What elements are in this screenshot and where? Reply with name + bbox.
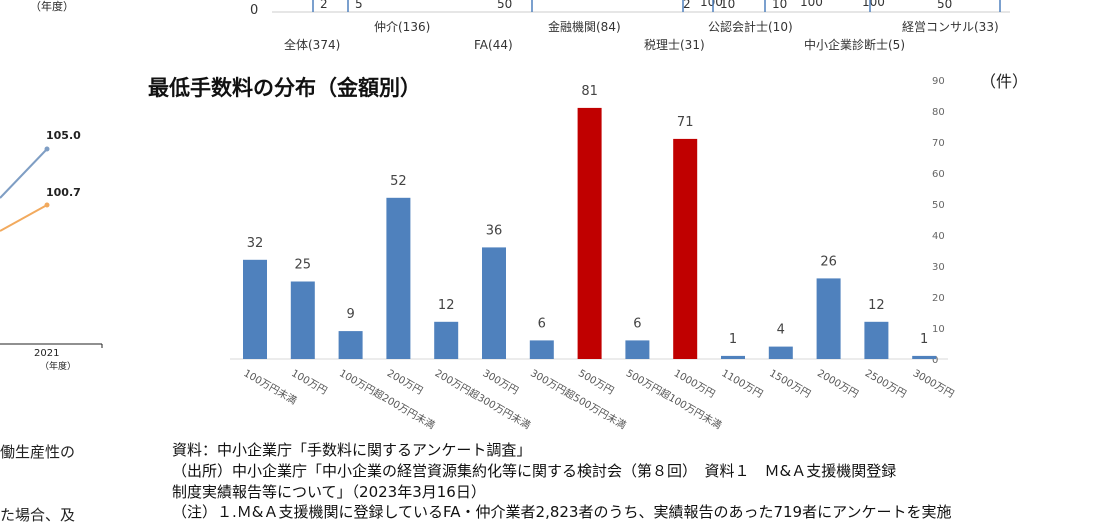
source-line-4: （注）１.Ｍ&Ａ支援機関に登録しているFA・仲介業者2,823者のうち、実績報告…	[172, 503, 952, 521]
bar	[290, 281, 315, 359]
line-label-100: 100.7	[46, 186, 81, 199]
box-value-label: 2	[320, 0, 328, 11]
left-top-unit: （年度）	[30, 0, 74, 13]
box-value-label: 5	[355, 0, 363, 11]
bar-value-label: 52	[390, 174, 407, 189]
source-line-3: 制度実績報告等について」（2023年3月16日）	[172, 483, 486, 501]
bar	[577, 107, 602, 360]
bar	[721, 355, 745, 359]
source-line-2: （出所）中小企業庁「中小企業の経営資源集約化等に関する検討会（第８回） 資料１ …	[172, 462, 897, 480]
bar	[673, 138, 698, 359]
y-tick-label: 0	[932, 355, 938, 366]
bar	[434, 321, 459, 359]
bar-value-label: 12	[868, 298, 885, 313]
box-category-label: 中小企業診断士(5)	[804, 38, 905, 52]
x-tick-label: 300万円	[481, 368, 520, 397]
bar-value-label: 6	[633, 316, 641, 331]
x-tick-label: 3000万円	[911, 368, 956, 400]
y-tick-label: 30	[932, 262, 945, 273]
bar-value-label: 36	[486, 223, 503, 238]
box-category-label: 金融機関(84)	[548, 20, 621, 34]
bar	[338, 331, 363, 359]
left-x-unit: （年度）	[40, 362, 77, 372]
box-value-label: 100	[800, 0, 823, 9]
top-axis-zero: 0	[250, 3, 259, 18]
x-tick-label: 200万円	[385, 368, 424, 397]
bar-value-label: 6	[538, 316, 546, 331]
box-value-label: 100	[700, 0, 723, 9]
y-tick-label: 80	[932, 107, 945, 118]
x-tick-label: 500万円	[576, 368, 615, 397]
box-category-label: 税理士(31)	[644, 38, 705, 52]
bar-value-label: 81	[581, 84, 598, 99]
x-tick-label: 2500万円	[863, 368, 908, 400]
line-point	[44, 202, 50, 208]
y-tick-label: 50	[932, 200, 945, 211]
x-tick-label: 100万円未満	[242, 367, 299, 407]
bar	[816, 278, 841, 359]
y-tick-label: 40	[932, 231, 945, 242]
y-tick-label: 90	[932, 76, 945, 87]
box-category-label: 仲介(136)	[374, 20, 431, 34]
box-value-label: 50	[497, 0, 513, 11]
box-category-label: 全体(374)	[284, 38, 341, 52]
line-series-1	[0, 148, 48, 199]
bar	[386, 197, 411, 359]
bar-value-label: 32	[247, 236, 264, 251]
box-category-label: FA(44)	[474, 38, 513, 52]
bar-value-label: 4	[777, 323, 785, 338]
box-value-label: 10	[772, 0, 788, 11]
bar	[768, 346, 793, 359]
box-value-label: 50	[937, 0, 953, 11]
bar-value-label: 1	[729, 332, 737, 347]
y-tick-label: 70	[932, 138, 945, 149]
line-point	[44, 146, 50, 152]
box-category-label: 公認会計士(10)	[708, 20, 793, 34]
y-tick-label: 60	[932, 169, 945, 180]
x-tick-label: 100万円	[289, 368, 328, 397]
line-series-2	[0, 204, 48, 232]
bar-value-label: 1	[920, 332, 928, 347]
x-tick-label: 1100万円	[720, 368, 765, 400]
bar	[482, 247, 506, 359]
bar	[529, 340, 554, 359]
y-tick-label: 20	[932, 293, 945, 304]
bar-value-label: 71	[677, 115, 694, 130]
source-line-1: 資料：中小企業庁「手数料に関するアンケート調査」	[172, 441, 532, 459]
bar-value-label: 12	[438, 298, 455, 313]
bar	[625, 340, 650, 359]
bar-value-label: 26	[820, 254, 837, 269]
y-tick-label: 10	[932, 324, 945, 335]
left-text-1: 働生産性の	[0, 443, 76, 461]
x-tick-label: 1500万円	[767, 368, 812, 400]
box-value-label: 100	[862, 0, 885, 9]
y-unit: （件）	[980, 72, 1029, 91]
box-value-label: 10	[720, 0, 736, 11]
bar	[912, 355, 937, 359]
bar-value-label: 25	[295, 258, 312, 273]
box-value-label: 2	[683, 0, 691, 11]
chart-title: 最低手数料の分布（金額別）	[148, 76, 421, 100]
x-tick-label: 2000万円	[815, 368, 860, 400]
bar	[864, 321, 889, 359]
bar	[243, 259, 267, 359]
left-x-tick: 2021	[34, 348, 60, 359]
line-label-105: 105.0	[46, 129, 81, 142]
bar-value-label: 9	[346, 307, 354, 322]
box-category-label: 経営コンサル(33)	[902, 20, 999, 34]
